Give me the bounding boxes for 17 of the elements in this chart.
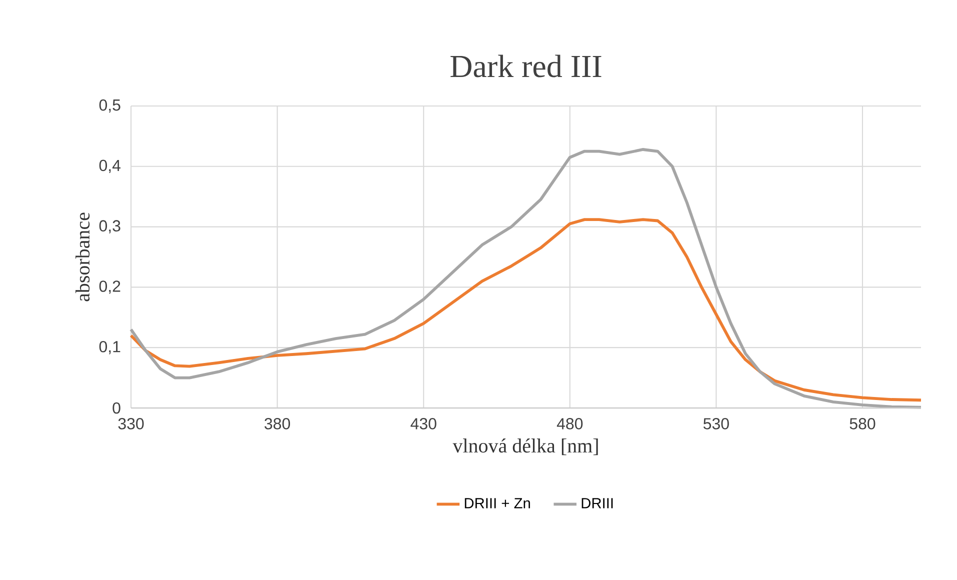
x-tick-label: 580 bbox=[850, 418, 876, 430]
legend-label: DRIII bbox=[582, 498, 613, 508]
x-tick-label: 380 bbox=[264, 418, 290, 430]
y-tick-label: 0,4 bbox=[99, 160, 120, 174]
y-tick-label: 0 bbox=[112, 402, 120, 414]
x-tick-label: 530 bbox=[703, 418, 729, 430]
legend-label: DRIII + Zn bbox=[464, 498, 530, 508]
x-tick-label: 330 bbox=[118, 418, 144, 430]
y-tick-label: 0,5 bbox=[99, 99, 120, 113]
y-tick-label: 0,3 bbox=[99, 220, 120, 234]
x-tick-label: 480 bbox=[556, 418, 583, 430]
chart-title: Dark red III bbox=[450, 54, 602, 78]
y-tick-label: 0,1 bbox=[99, 340, 120, 354]
y-tick-label: 0,2 bbox=[99, 280, 120, 294]
x-axis-title: vlnová délka [nm] bbox=[452, 438, 598, 456]
y-axis-title: absorbance bbox=[76, 212, 90, 302]
x-tick-label: 430 bbox=[410, 418, 436, 430]
